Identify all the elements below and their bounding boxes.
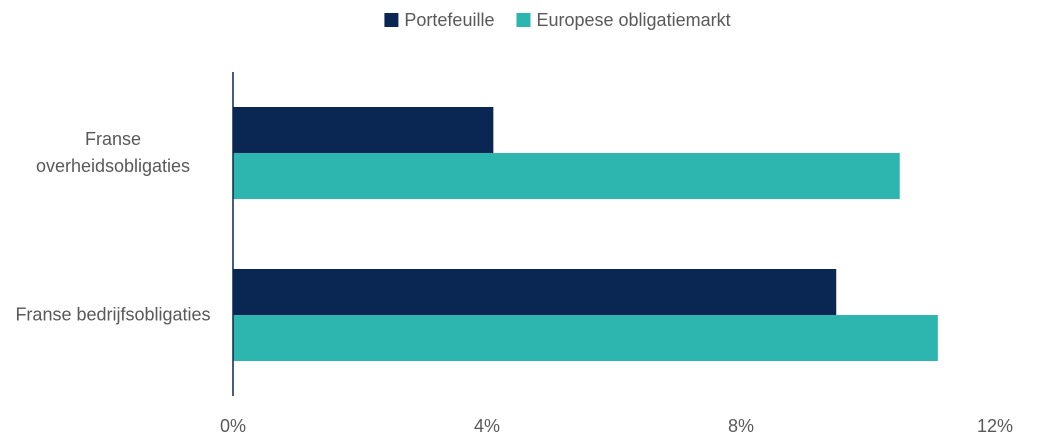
x-tick-label: 12% <box>977 416 1013 436</box>
legend-swatch <box>516 13 531 27</box>
x-tick-label: 0% <box>220 416 246 436</box>
legend-swatch <box>384 13 399 27</box>
y-tick-label: Franse overheidsobligaties <box>35 129 191 176</box>
legend-label: Europese obligatiemarkt <box>536 10 730 30</box>
bar <box>233 269 837 315</box>
x-tick-label: 4% <box>474 416 500 436</box>
legend-label: Portefeuille <box>404 10 494 30</box>
bar <box>233 107 494 153</box>
bar <box>233 153 900 199</box>
y-tick-label: Franse bedrijfsobligaties <box>15 304 211 325</box>
bar <box>233 315 938 361</box>
x-tick-label: 8% <box>728 416 754 436</box>
